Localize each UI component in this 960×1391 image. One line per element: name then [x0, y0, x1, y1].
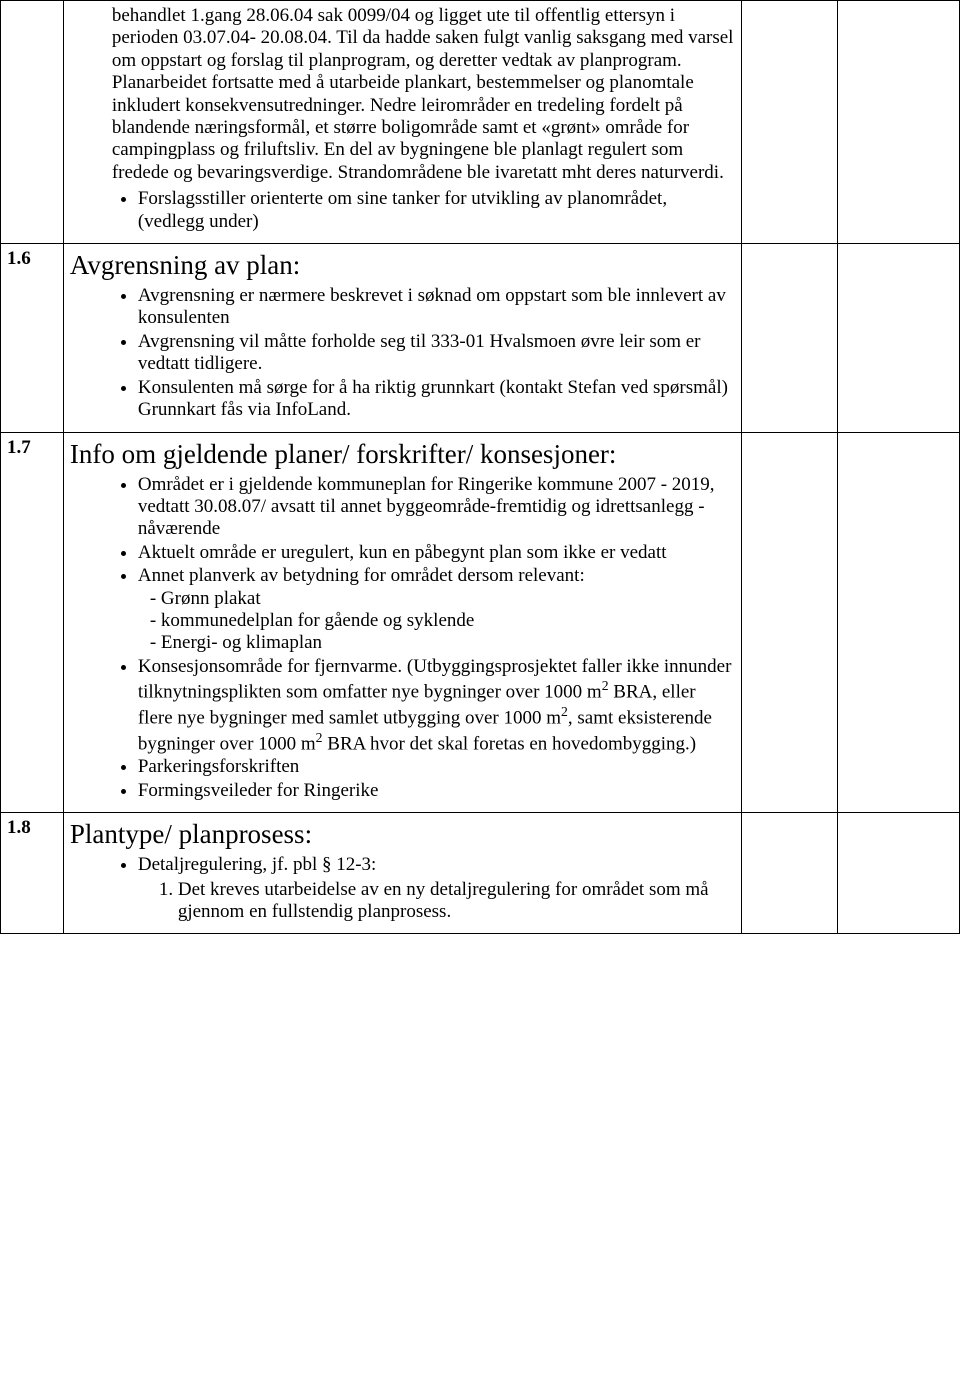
sub-line: - Energi- og klimaplan — [138, 632, 735, 654]
bullet-list: Detaljregulering, jf. pbl § 12-3:Det kre… — [70, 854, 735, 923]
row-number: 1.8 — [1, 813, 64, 934]
row-content: behandlet 1.gang 28.06.04 sak 0099/04 og… — [63, 1, 741, 244]
row-content: Info om gjeldende planer/ forskrifter/ k… — [63, 432, 741, 813]
bullet-item: Området er i gjeldende kommuneplan for R… — [138, 474, 735, 541]
sub-line: - kommunedelplan for gående og syklende — [138, 610, 735, 632]
section-title: Plantype/ planprosess: — [70, 819, 735, 850]
bullet-list: Området er i gjeldende kommuneplan for R… — [70, 474, 735, 803]
bullet-item: Konsulenten må sørge for å ha riktig gru… — [138, 377, 735, 422]
empty-cell — [741, 244, 837, 432]
bullet-item: Avgrensning vil måtte forholde seg til 3… — [138, 331, 735, 376]
bullet-item: Formingsveileder for Ringerike — [138, 780, 735, 802]
row-number: 1.7 — [1, 432, 64, 813]
bullet-item: Konsesjonsområde for fjernvarme. (Utbygg… — [138, 656, 735, 756]
empty-cell — [837, 813, 959, 934]
section-title: Info om gjeldende planer/ forskrifter/ k… — [70, 439, 735, 470]
bullet-item: Forslagsstiller orienterte om sine tanke… — [138, 188, 735, 233]
continuation-text: behandlet 1.gang 28.06.04 sak 0099/04 og… — [70, 5, 735, 184]
empty-cell — [837, 432, 959, 813]
empty-cell — [741, 813, 837, 934]
numbered-item: Det kreves utarbeidelse av en ny detaljr… — [178, 879, 735, 924]
empty-cell — [741, 1, 837, 244]
section-title: Avgrensning av plan: — [70, 250, 735, 281]
row-number — [1, 1, 64, 244]
row-content: Plantype/ planprosess: Detaljregulering, … — [63, 813, 741, 934]
bullet-item: Annet planverk av betydning for området … — [138, 565, 735, 655]
row-number: 1.6 — [1, 244, 64, 432]
bullet-item: Avgrensning er nærmere beskrevet i søkna… — [138, 285, 735, 330]
section-row: 1.6Avgrensning av plan: Avgrensning er næ… — [1, 244, 960, 432]
section-row: behandlet 1.gang 28.06.04 sak 0099/04 og… — [1, 1, 960, 244]
bullet-list: Forslagsstiller orienterte om sine tanke… — [70, 188, 735, 233]
sub-line: - Grønn plakat — [138, 588, 735, 610]
bullet-list: Avgrensning er nærmere beskrevet i søkna… — [70, 285, 735, 421]
empty-cell — [741, 432, 837, 813]
bullet-item: Detaljregulering, jf. pbl § 12-3:Det kre… — [138, 854, 735, 923]
numbered-list: Det kreves utarbeidelse av en ny detaljr… — [138, 879, 735, 924]
empty-cell — [837, 244, 959, 432]
section-row: 1.7Info om gjeldende planer/ forskrifter… — [1, 432, 960, 813]
document-table: behandlet 1.gang 28.06.04 sak 0099/04 og… — [0, 0, 960, 934]
row-content: Avgrensning av plan: Avgrensning er nærme… — [63, 244, 741, 432]
section-row: 1.8Plantype/ planprosess: Detaljregulerin… — [1, 813, 960, 934]
bullet-item: Aktuelt område er uregulert, kun en påbe… — [138, 542, 735, 564]
empty-cell — [837, 1, 959, 244]
bullet-item: Parkeringsforskriften — [138, 756, 735, 778]
